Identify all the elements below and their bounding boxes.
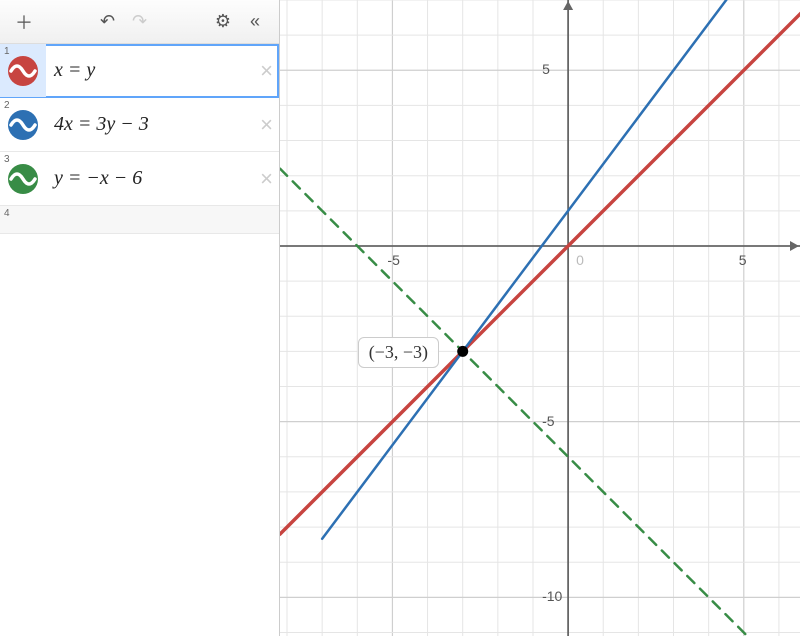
expression-row[interactable]: 1 x = y × [0,44,279,98]
undo-icon: ↶ [100,11,115,32]
line-4x3y [322,0,761,539]
line-negx6 [280,169,800,636]
app-root: ＋ ↶ ↷ ⚙ « 1 x = y × 2 [0,0,800,636]
expression-color-toggle[interactable] [0,55,46,87]
axis-tick-label: 5 [739,252,747,268]
expression-input[interactable]: y = −x − 6 [46,167,251,190]
wave-icon [7,55,39,87]
toolbar: ＋ ↶ ↷ ⚙ « [0,0,279,44]
add-button[interactable]: ＋ [8,6,40,38]
expression-list: 1 x = y × 2 4x = 3y − 3 × 3 y = −x − 6 ×… [0,44,279,636]
plus-icon: ＋ [15,9,33,35]
expression-color-toggle[interactable] [0,109,46,141]
graph-svg [280,0,800,636]
point-label: (−3, −3) [358,337,439,368]
axis-tick-label: -5 [542,413,554,429]
delete-expression-button[interactable]: × [260,168,273,190]
collapse-button[interactable]: « [239,6,271,38]
axis-tick-label: -5 [387,252,399,268]
expression-row[interactable]: 3 y = −x − 6 × [0,152,279,206]
sidebar: ＋ ↶ ↷ ⚙ « 1 x = y × 2 [0,0,280,636]
gear-icon: ⚙ [215,11,231,32]
expression-input[interactable]: 4x = 3y − 3 [46,113,251,136]
graph-area[interactable]: -5 5 5 -5 -10 0 (−3, −3) [280,0,800,636]
axis-tick-label: 5 [542,61,550,77]
wave-icon [7,109,39,141]
wave-icon [7,163,39,195]
settings-button[interactable]: ⚙ [207,6,239,38]
redo-button[interactable]: ↷ [124,6,156,38]
expression-index: 4 [4,208,10,219]
chevron-left-icon: « [250,11,260,32]
delete-expression-button[interactable]: × [260,114,273,136]
expression-row-empty[interactable]: 4 [0,206,279,234]
axis-zero-label: 0 [576,252,584,268]
axis-tick-label: -10 [542,588,562,604]
line-xy [280,0,800,534]
expression-input[interactable]: x = y [46,59,251,82]
expression-color-toggle[interactable] [0,163,46,195]
expression-row[interactable]: 2 4x = 3y − 3 × [0,98,279,152]
redo-icon: ↷ [132,11,147,32]
undo-button[interactable]: ↶ [92,6,124,38]
delete-expression-button[interactable]: × [260,60,273,82]
